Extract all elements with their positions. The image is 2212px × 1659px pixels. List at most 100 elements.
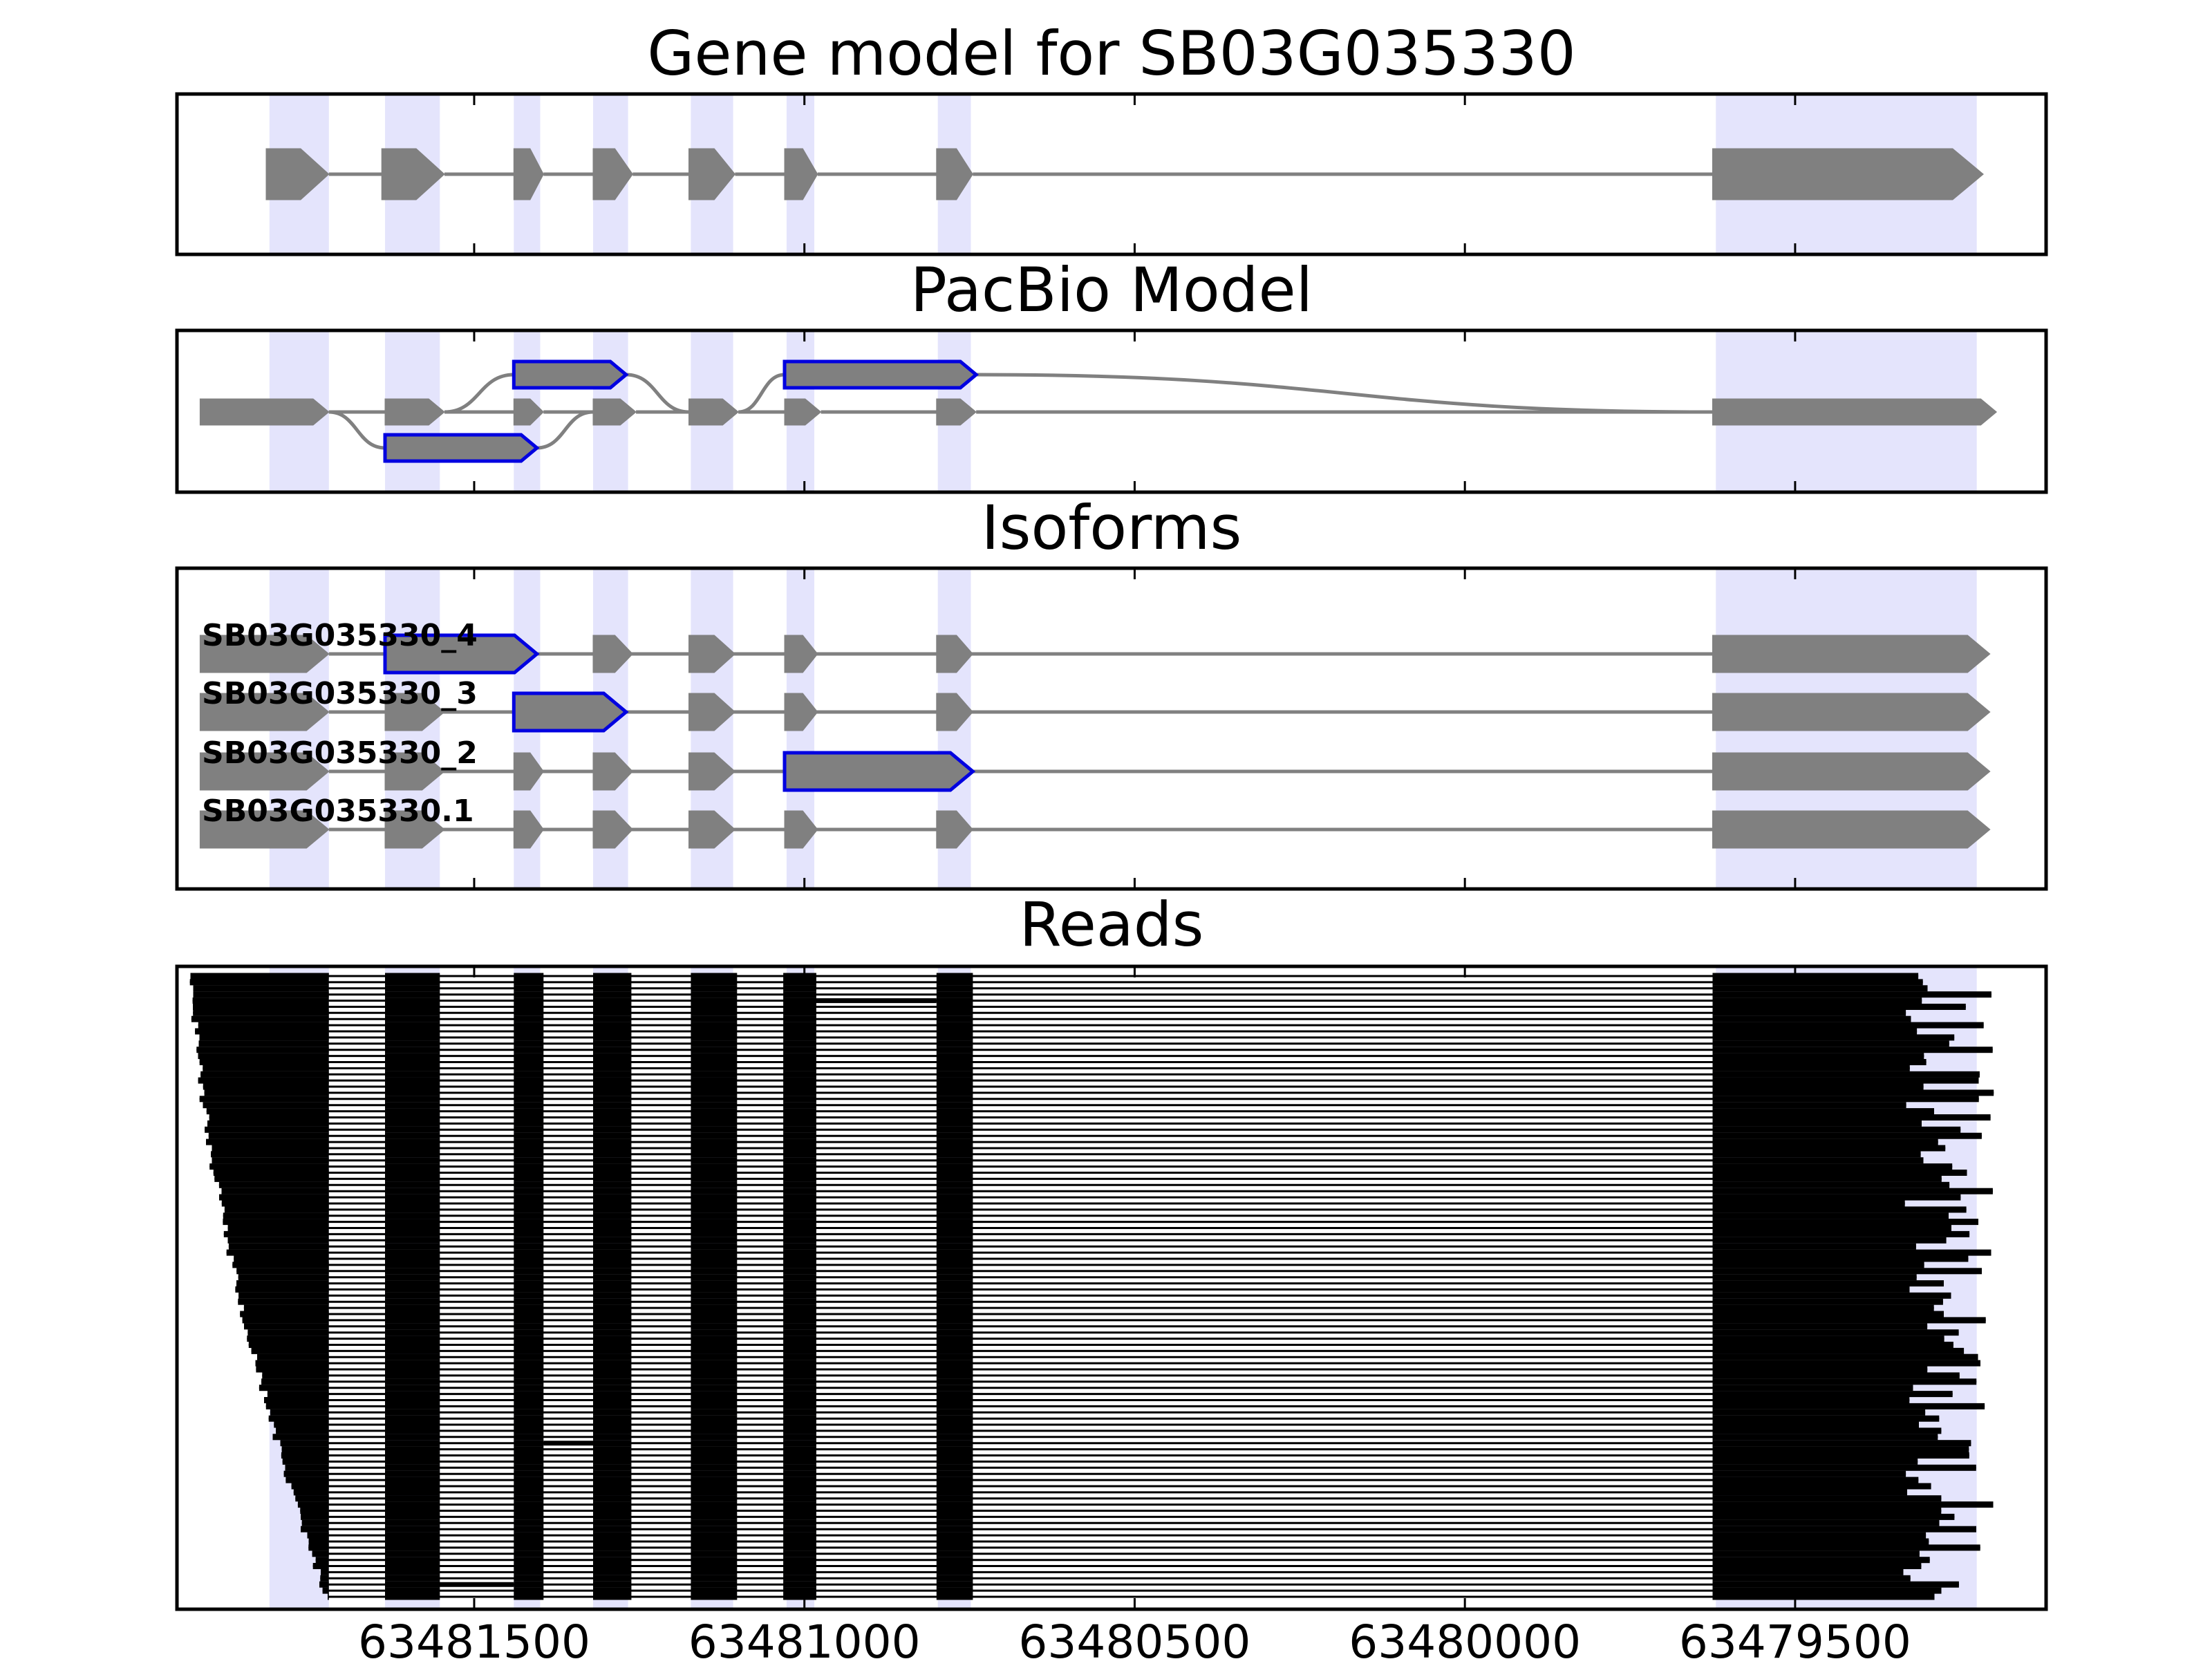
read-75-block-7 — [1712, 1434, 1938, 1441]
read-41-block-1 — [385, 1225, 440, 1231]
read-90-block-1 — [385, 1526, 440, 1533]
read-13-block-3 — [593, 1053, 632, 1060]
read-83-block-5 — [783, 1483, 816, 1490]
read-10-block-0 — [199, 1034, 329, 1041]
read-41-block-5 — [783, 1225, 816, 1231]
read-56-block-6 — [936, 1317, 973, 1324]
panel-frame-3 — [175, 964, 2048, 1611]
read-13-block-2 — [514, 1053, 544, 1060]
read-68-block-2 — [514, 1391, 544, 1398]
read-69-block-0 — [264, 1397, 329, 1403]
read-12-block-6 — [936, 1047, 973, 1053]
read-72-block-3 — [593, 1415, 632, 1422]
read-98-block-0 — [320, 1575, 329, 1582]
read-21-block-2 — [514, 1102, 544, 1109]
read-57-block-0 — [244, 1323, 329, 1330]
read-13-block-0 — [198, 1053, 329, 1060]
read-85-block-3 — [593, 1495, 632, 1502]
read-9-block-7 — [1712, 1028, 1918, 1035]
read-43-block-7 — [1712, 1237, 1947, 1244]
pacbio-curve-down-out — [536, 410, 594, 450]
isoform-label-0: SB03G035330_4 — [202, 618, 478, 653]
read-23-block-0 — [209, 1114, 329, 1121]
read-10-block-3 — [593, 1034, 632, 1041]
read-67-block-0 — [259, 1385, 329, 1391]
read-91-block-2 — [514, 1532, 544, 1539]
read-92-block-2 — [514, 1538, 544, 1545]
read-91-block-0 — [307, 1532, 329, 1539]
read-41-block-3 — [593, 1225, 632, 1231]
pacbio-exon-6 — [936, 398, 977, 426]
read-49-block-2 — [514, 1274, 544, 1281]
read-24-block-3 — [593, 1120, 632, 1127]
read-57-block-3 — [593, 1323, 632, 1330]
read-1-block-7 — [1712, 979, 1923, 986]
read-3-block-2 — [514, 991, 544, 998]
read-55-block-6 — [936, 1311, 973, 1318]
read-79-block-1 — [385, 1458, 440, 1465]
read-26-block-4 — [691, 1132, 738, 1139]
read-79-block-3 — [593, 1458, 632, 1465]
panel-title-1: PacBio Model — [910, 254, 1313, 326]
read-39-block-7 — [1712, 1212, 1949, 1219]
read-22-block-1 — [385, 1108, 440, 1115]
read-42-block-1 — [385, 1230, 440, 1237]
read-28-block-1 — [385, 1145, 440, 1152]
read-75-block-6 — [936, 1434, 973, 1441]
read-91-block-6 — [936, 1532, 973, 1539]
read-96-block-6 — [936, 1563, 973, 1569]
read-37-block-6 — [936, 1200, 973, 1207]
isoform-2-exon-4 — [688, 752, 736, 791]
read-66-block-0 — [261, 1378, 329, 1385]
read-101-block-6 — [936, 1593, 973, 1600]
read-83-block-7 — [1712, 1483, 1931, 1490]
read-74-block-4 — [691, 1427, 738, 1434]
read-73-block-7 — [1712, 1421, 1919, 1428]
read-15-block-7 — [1712, 1065, 1910, 1071]
read-64-block-1 — [385, 1366, 440, 1373]
read-8-block-7 — [1712, 1022, 1984, 1029]
read-15-block-1 — [385, 1065, 440, 1071]
read-19-block-2 — [514, 1089, 544, 1096]
read-70-block-5 — [783, 1403, 816, 1409]
read-101-block-5 — [783, 1593, 816, 1600]
read-48-block-7 — [1712, 1268, 1982, 1275]
read-23-block-3 — [593, 1114, 632, 1121]
read-82-block-4 — [691, 1477, 738, 1483]
read-43-block-5 — [783, 1237, 816, 1244]
read-95-block-5 — [783, 1557, 816, 1564]
read-44-block-5 — [783, 1243, 816, 1250]
read-59-block-7 — [1712, 1335, 1944, 1342]
read-95-block-1 — [385, 1557, 440, 1564]
read-95-block-3 — [593, 1557, 632, 1564]
read-69-block-7 — [1712, 1397, 1910, 1403]
read-20-block-1 — [385, 1096, 440, 1103]
read-20-block-6 — [936, 1096, 973, 1103]
read-86-block-3 — [593, 1501, 632, 1508]
pacbio-exon-0 — [199, 398, 330, 426]
read-26-block-2 — [514, 1132, 544, 1139]
read-9-block-5 — [783, 1028, 816, 1035]
read-52-block-4 — [691, 1292, 738, 1299]
read-48-block-2 — [514, 1268, 544, 1275]
read-25-block-3 — [593, 1126, 632, 1133]
isoform-label-2: SB03G035330_2 — [202, 735, 478, 771]
panel-frame-layer — [175, 92, 2048, 1611]
read-28-block-5 — [783, 1145, 816, 1152]
read-52-block-7 — [1712, 1292, 1951, 1299]
read-25-block-5 — [783, 1126, 816, 1133]
read-46-block-7 — [1712, 1255, 1969, 1262]
read-51-block-7 — [1712, 1286, 1910, 1293]
isoform-1-exon-1 — [384, 693, 445, 731]
read-33-block-3 — [593, 1175, 632, 1182]
read-19-block-5 — [783, 1089, 816, 1096]
read-78-block-1 — [385, 1452, 440, 1459]
read-46-block-3 — [593, 1255, 632, 1262]
read-4-block-7 — [1712, 997, 1922, 1004]
x-tick-label-1: 63481000 — [688, 1615, 921, 1659]
read-40-block-1 — [385, 1219, 440, 1226]
isoform-2-exon-3 — [592, 752, 633, 791]
read-26-block-3 — [593, 1132, 632, 1139]
pacbio-exon-7 — [1712, 398, 1998, 426]
pacbio-exon-1 — [384, 398, 445, 426]
